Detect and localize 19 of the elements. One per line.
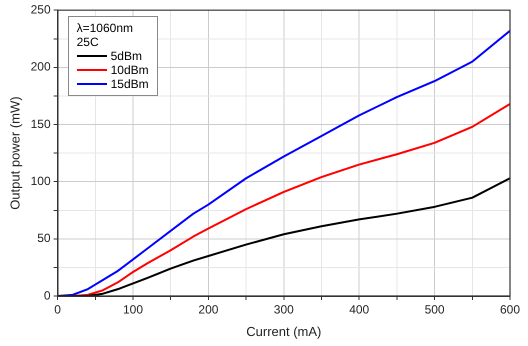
legend-label: 15dBm	[110, 77, 149, 92]
x-tick-label: 500	[424, 302, 445, 317]
x-tick-label: 600	[500, 302, 520, 317]
y-axis-title: Output power (mW)	[7, 96, 22, 210]
legend-label: 10dBm	[110, 63, 149, 78]
y-tick-label: 0	[44, 288, 51, 302]
legend-title: λ=1060nm 25C	[76, 21, 134, 50]
x-tick-label: 300	[274, 302, 294, 317]
x-tick-label: 400	[349, 302, 370, 317]
x-axis-title: Current (mA)	[246, 324, 322, 339]
x-tick-label: 100	[123, 302, 144, 317]
x-tick-label: 200	[198, 302, 219, 317]
y-tick-label: 150	[30, 116, 51, 131]
y-tick-label: 200	[30, 60, 51, 74]
legend-label: 5dBm	[110, 49, 142, 64]
x-tick-label: 0	[54, 302, 62, 317]
y-tick-label: 250	[30, 2, 51, 17]
y-tick-label: 50	[37, 231, 51, 246]
y-tick-label: 100	[30, 174, 51, 188]
